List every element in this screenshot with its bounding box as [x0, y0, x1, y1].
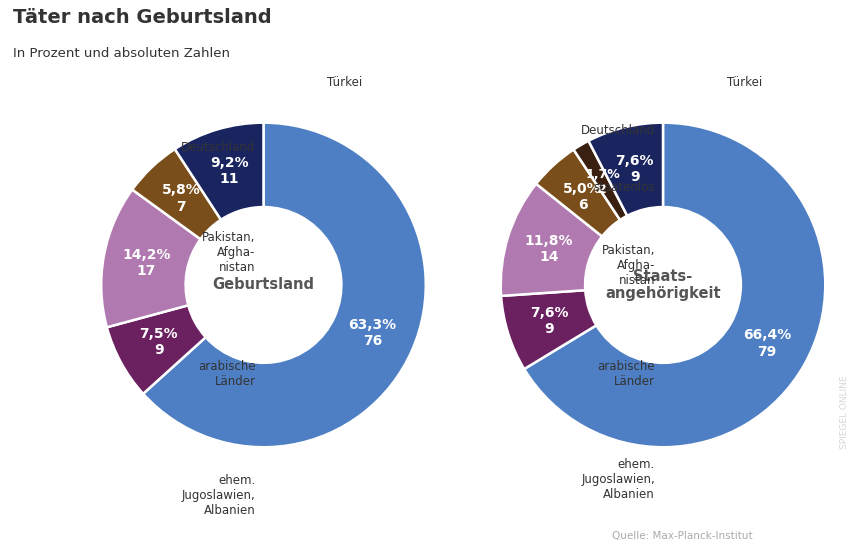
- Text: arabische
Länder: arabische Länder: [598, 360, 654, 388]
- Text: Täter nach Geburtsland: Täter nach Geburtsland: [13, 8, 271, 27]
- Wedge shape: [107, 305, 206, 394]
- Text: 11,8%
14: 11,8% 14: [525, 235, 574, 265]
- Text: ehem.
Jugoslawien,
Albanien: ehem. Jugoslawien, Albanien: [182, 475, 255, 517]
- Wedge shape: [175, 123, 264, 220]
- Text: 1,7%
2: 1,7% 2: [586, 168, 620, 196]
- Text: Staats-
angehörigkeit: Staats- angehörigkeit: [605, 269, 721, 301]
- Wedge shape: [101, 190, 201, 327]
- Text: 5,8%
7: 5,8% 7: [162, 184, 201, 214]
- Text: SPIEGEL ONLINE: SPIEGEL ONLINE: [840, 376, 848, 449]
- Wedge shape: [143, 123, 426, 447]
- Text: 7,5%
9: 7,5% 9: [139, 327, 178, 357]
- Text: 14,2%
17: 14,2% 17: [122, 248, 171, 278]
- Wedge shape: [588, 123, 663, 216]
- Wedge shape: [502, 290, 597, 369]
- Text: Quelle: Max-Planck-Institut: Quelle: Max-Planck-Institut: [612, 532, 752, 541]
- Text: 66,4%
79: 66,4% 79: [743, 328, 791, 358]
- Text: arabische
Länder: arabische Länder: [198, 360, 255, 388]
- Text: Pakistan,
Afgha-
nistan: Pakistan, Afgha- nistan: [202, 231, 255, 274]
- Text: 7,6%
9: 7,6% 9: [615, 154, 654, 184]
- Text: 9,2%
11: 9,2% 11: [210, 156, 249, 186]
- Wedge shape: [133, 149, 221, 239]
- Text: ehem.
Jugoslawien,
Albanien: ehem. Jugoslawien, Albanien: [581, 458, 654, 501]
- Text: Türkei: Türkei: [727, 76, 762, 89]
- Wedge shape: [524, 123, 825, 447]
- Text: Türkei: Türkei: [327, 76, 362, 89]
- Text: Geburtsland: Geburtsland: [212, 277, 314, 293]
- Text: 5,0%
6: 5,0% 6: [564, 182, 602, 212]
- Text: staatenlos: staatenlos: [593, 181, 654, 194]
- Text: In Prozent und absoluten Zahlen: In Prozent und absoluten Zahlen: [13, 47, 230, 60]
- Text: 63,3%
76: 63,3% 76: [348, 318, 397, 349]
- Text: Deutschland: Deutschland: [581, 124, 654, 138]
- Wedge shape: [501, 184, 602, 296]
- Text: 7,6%
9: 7,6% 9: [530, 306, 569, 336]
- Text: Pakistan,
Afgha-
nistan: Pakistan, Afgha- nistan: [602, 244, 654, 287]
- Wedge shape: [536, 150, 620, 236]
- Wedge shape: [574, 141, 627, 220]
- Text: Deutschland: Deutschland: [181, 140, 255, 153]
